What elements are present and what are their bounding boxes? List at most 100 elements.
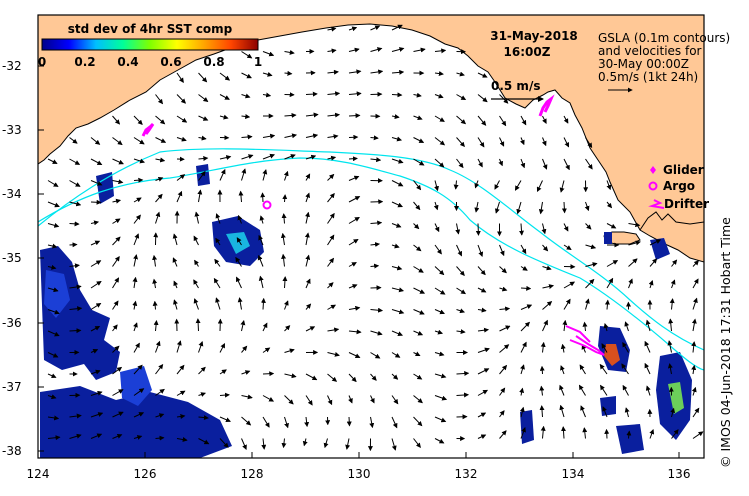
velocity-arrow <box>692 278 699 289</box>
velocity-arrow <box>69 158 81 165</box>
velocity-arrow <box>477 158 483 168</box>
velocity-arrow <box>477 266 486 276</box>
argo-symbol-icon <box>648 181 658 191</box>
velocity-arrow <box>284 416 289 429</box>
velocity-arrow <box>624 321 630 332</box>
velocity-arrow <box>280 232 286 246</box>
velocity-arrow <box>348 26 358 32</box>
velocity-arrow <box>323 438 329 449</box>
velocity-arrow <box>348 305 361 311</box>
velocity-arrow <box>599 363 608 375</box>
velocity-arrow <box>391 395 399 405</box>
velocity-arrow <box>434 158 445 168</box>
velocity-arrow <box>559 404 565 418</box>
velocity-arrow <box>391 114 400 119</box>
velocity-arrow <box>176 190 183 203</box>
velocity-arrow <box>413 115 423 121</box>
gsla-note: GSLA (0.1m contours) and velocities for … <box>598 31 730 93</box>
legend-label: Drifter <box>664 197 709 211</box>
velocity-arrow <box>90 280 102 289</box>
velocity-arrow <box>327 327 340 333</box>
velocity-arrow <box>327 192 335 203</box>
velocity-scale-label: 0.5 m/s <box>491 79 540 93</box>
velocity-arrow <box>283 300 289 310</box>
velocity-arrow <box>348 91 362 97</box>
velocity-arrow <box>346 416 352 427</box>
velocity-arrow <box>606 201 613 209</box>
velocity-arrow <box>692 260 699 267</box>
velocity-arrow <box>606 180 612 191</box>
platform-legend: Glider Argo Drifter <box>648 163 709 211</box>
velocity-arrow <box>47 435 61 441</box>
velocity-arrow <box>69 180 81 187</box>
velocity-arrow <box>90 260 102 267</box>
velocity-arrow <box>284 373 297 379</box>
velocity-arrow <box>155 94 164 105</box>
velocity-arrow <box>219 369 227 375</box>
velocity-arrow <box>219 392 230 398</box>
velocity-arrow <box>536 180 543 193</box>
velocity-arrow <box>434 180 439 192</box>
velocity-arrow <box>47 243 58 249</box>
velocity-arrow <box>260 192 266 203</box>
velocity-arrow <box>327 257 334 267</box>
velocity-arrow <box>193 235 199 246</box>
velocity-arrow <box>601 343 608 353</box>
velocity-arrow <box>604 299 610 310</box>
velocity-arrow <box>516 201 522 215</box>
velocity-arrow <box>434 137 446 146</box>
land-mass <box>38 15 704 263</box>
velocity-arrow <box>691 341 697 353</box>
velocity-arrow <box>391 416 398 429</box>
velocity-arrow <box>133 322 138 332</box>
plot-frame <box>37 14 705 459</box>
velocity-arrow <box>541 223 547 235</box>
velocity-arrow <box>198 170 206 181</box>
velocity-arrow <box>176 94 186 104</box>
velocity-arrow <box>305 211 310 224</box>
velocity-arrow <box>262 395 275 402</box>
velocity-arrow <box>542 284 555 289</box>
velocity-arrow <box>348 175 360 181</box>
velocity-arrow <box>304 232 310 246</box>
velocity-arrow <box>519 137 525 146</box>
velocity-arrow <box>413 158 425 166</box>
velocity-arrows <box>47 24 704 452</box>
velocity-arrow <box>155 137 167 143</box>
velocity-arrow <box>542 244 549 252</box>
velocity-arrow <box>219 94 230 100</box>
velocity-arrow <box>262 322 268 332</box>
velocity-arrow <box>262 71 273 77</box>
velocity-arrow <box>348 196 361 203</box>
velocity-arrow <box>499 430 507 439</box>
velocity-arrow <box>90 137 101 145</box>
velocity-arrow <box>561 201 567 214</box>
velocity-arrow <box>155 115 166 125</box>
velocity-arrow <box>213 277 221 289</box>
velocity-arrow <box>348 47 360 53</box>
velocity-arrow <box>133 342 140 353</box>
velocity-arrow <box>198 115 209 121</box>
velocity-arrow <box>198 415 209 421</box>
velocity-arrow <box>585 244 597 250</box>
velocity-arrow <box>691 386 697 396</box>
velocity-arrow <box>520 304 533 310</box>
velocity-arrow <box>499 306 511 312</box>
velocity-arrow <box>348 373 357 383</box>
velocity-arrow <box>456 287 466 295</box>
velocity-arrow <box>391 201 403 208</box>
y-tick-label: -32 <box>2 59 22 73</box>
velocity-arrow <box>327 134 339 140</box>
velocity-arrow <box>90 240 101 246</box>
velocity-arrow <box>391 136 403 142</box>
velocity-arrow <box>90 390 103 396</box>
velocity-arrow <box>219 342 226 353</box>
colorbar-gradient <box>41 38 259 51</box>
velocity-arrow <box>112 389 124 396</box>
y-tick-label: -34 <box>2 187 22 201</box>
velocity-arrow <box>391 243 400 249</box>
map-time: 16:00Z <box>504 45 551 59</box>
velocity-arrow <box>133 233 140 246</box>
velocity-arrow <box>281 438 287 449</box>
velocity-arrow <box>413 373 423 380</box>
